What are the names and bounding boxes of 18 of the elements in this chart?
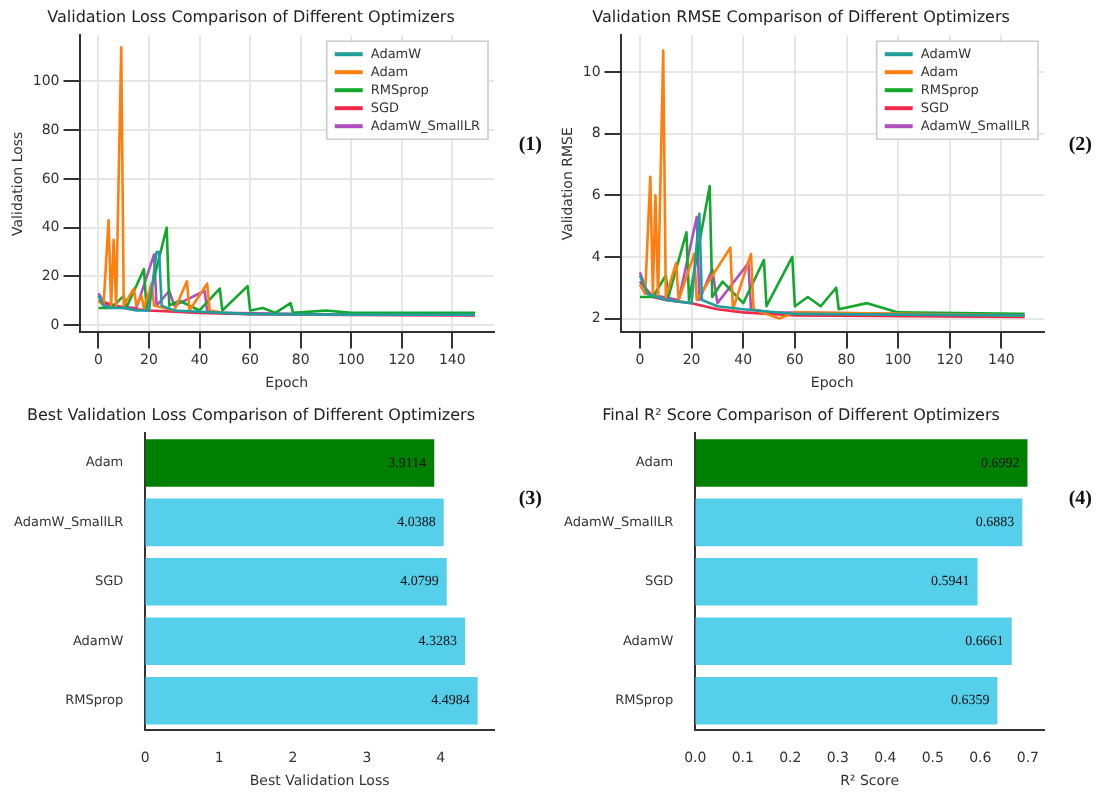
bar bbox=[695, 439, 1028, 487]
text: (2) bbox=[1068, 134, 1092, 157]
bar bbox=[145, 498, 444, 547]
bar bbox=[145, 617, 466, 666]
bar bbox=[695, 498, 1023, 547]
bar bbox=[145, 676, 478, 725]
bar bbox=[145, 439, 435, 487]
bar bbox=[695, 617, 1012, 666]
chart-title: Final R² Score Comparison of Different Optimizers bbox=[602, 405, 1000, 424]
text: (1) bbox=[518, 134, 542, 157]
text: (4) bbox=[1068, 487, 1092, 510]
bar bbox=[695, 676, 998, 725]
bar bbox=[145, 558, 447, 606]
text: (3) bbox=[518, 487, 542, 510]
chart-title: Validation Loss Comparison of Different Optimizers bbox=[47, 7, 455, 26]
bar bbox=[695, 558, 978, 606]
chart-title: Best Validation Loss Comparison of Different Optimizers bbox=[26, 405, 476, 424]
chart-title: Validation RMSE Comparison of Different Optimizers bbox=[592, 7, 1010, 26]
